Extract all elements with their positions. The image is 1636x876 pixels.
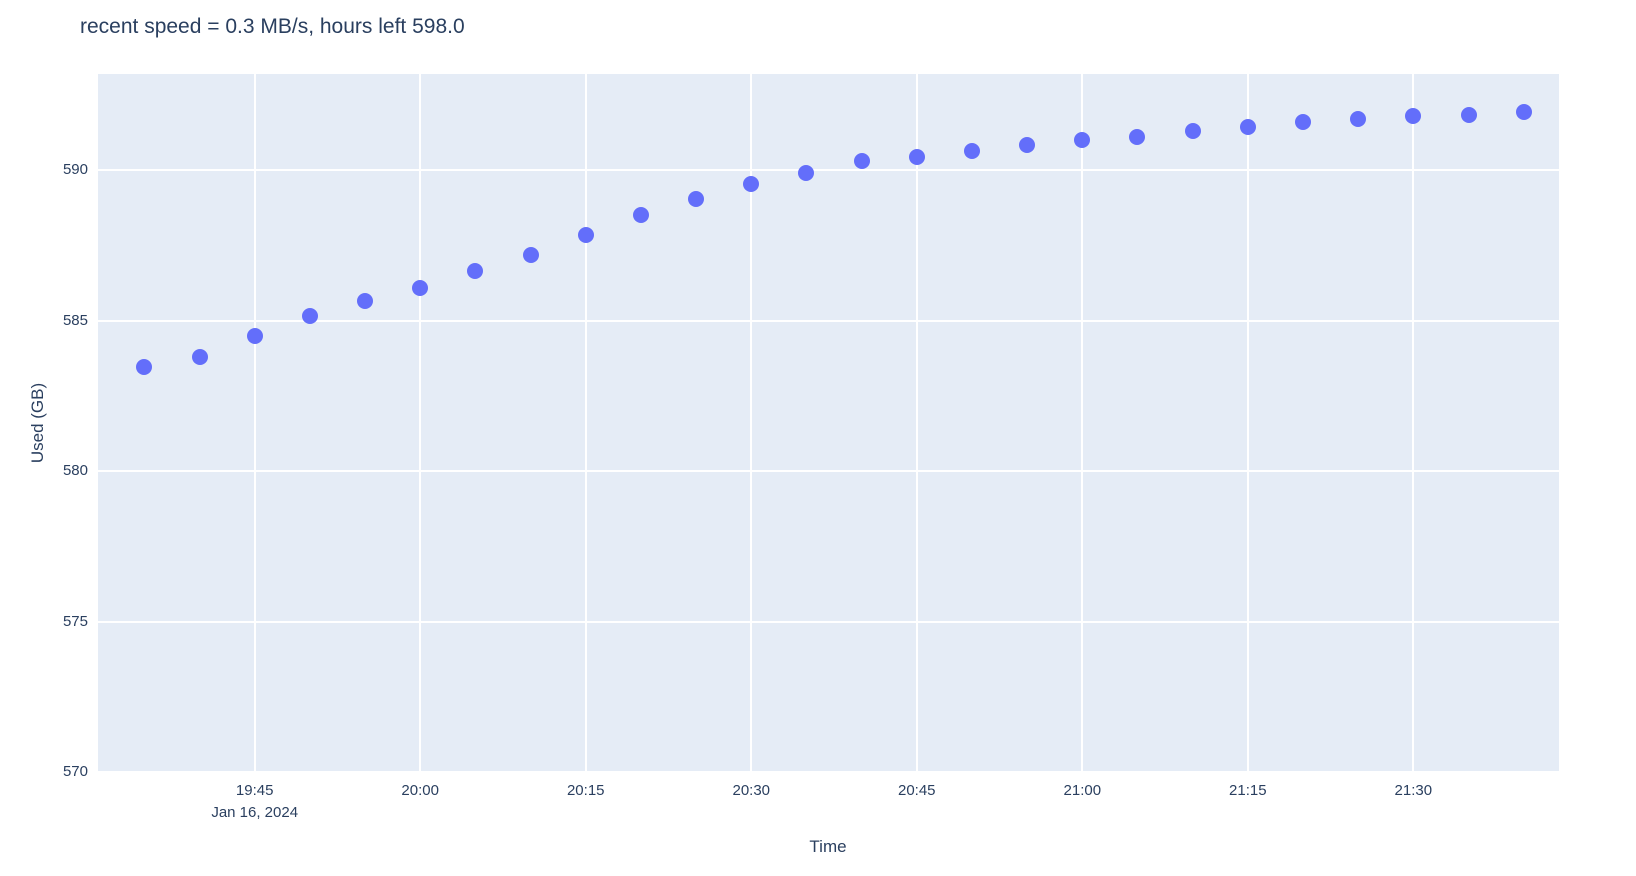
plot-area[interactable] <box>98 74 1559 772</box>
x-tick-label: 21:30 <box>1394 782 1433 799</box>
data-point[interactable] <box>412 279 429 296</box>
x-tick-label: 20:00 <box>401 782 439 799</box>
x-gridline <box>750 74 753 772</box>
y-tick-label: 570 <box>62 763 88 780</box>
y-tick-label: 575 <box>62 612 88 630</box>
data-point[interactable] <box>467 263 484 280</box>
x-gridline <box>915 74 918 772</box>
chart-title: recent speed = 0.3 MB/s, hours left 598.… <box>80 15 465 38</box>
y-tick-label: 585 <box>62 311 88 329</box>
data-point[interactable] <box>908 148 925 165</box>
data-point[interactable] <box>1184 123 1201 140</box>
x-gridline <box>1081 74 1084 772</box>
x-tick-label: 21:15 <box>1229 782 1267 799</box>
data-point[interactable] <box>798 165 815 182</box>
data-point[interactable] <box>1239 118 1256 135</box>
data-point[interactable] <box>963 142 980 159</box>
y-axis-title: Used (GB) <box>28 382 47 464</box>
data-point[interactable] <box>632 207 649 224</box>
data-point[interactable] <box>577 226 594 243</box>
data-point[interactable] <box>1019 136 1036 153</box>
data-point[interactable] <box>136 359 153 376</box>
y-gridline <box>98 771 1559 772</box>
x-axis-title: Time <box>809 837 847 856</box>
y-gridline <box>98 620 1559 623</box>
data-point[interactable] <box>301 308 318 325</box>
data-point[interactable] <box>1460 106 1477 123</box>
x-gridline <box>253 74 256 772</box>
x-gridline <box>419 74 422 772</box>
data-point[interactable] <box>191 348 208 365</box>
y-tick-label: 580 <box>62 462 88 480</box>
data-point[interactable] <box>522 246 539 263</box>
data-point[interactable] <box>1515 103 1532 120</box>
data-point[interactable] <box>246 327 263 344</box>
data-point[interactable] <box>853 153 870 170</box>
x-gridline <box>1412 74 1415 772</box>
data-point[interactable] <box>743 175 760 192</box>
x-gridline <box>1246 74 1249 772</box>
x-gridline <box>584 74 587 772</box>
x-tick-label: 20:30 <box>732 782 771 799</box>
y-gridline <box>98 319 1559 322</box>
data-point[interactable] <box>1294 114 1311 131</box>
data-point[interactable] <box>688 190 705 207</box>
y-tick-label: 590 <box>62 161 88 179</box>
data-point[interactable] <box>1129 129 1146 146</box>
x-tick-label: 19:45 <box>235 782 274 799</box>
x-axis-date-label: Jan 16, 2024 <box>211 804 299 821</box>
data-point[interactable] <box>357 293 374 310</box>
y-gridline <box>98 169 1559 172</box>
y-gridline <box>98 470 1559 473</box>
data-point[interactable] <box>1405 108 1422 125</box>
data-point[interactable] <box>1350 111 1367 128</box>
x-tick-label: 21:00 <box>1063 782 1102 799</box>
data-point[interactable] <box>1074 132 1091 149</box>
x-tick-label: 20:15 <box>566 782 605 799</box>
x-tick-label: 20:45 <box>897 782 936 799</box>
